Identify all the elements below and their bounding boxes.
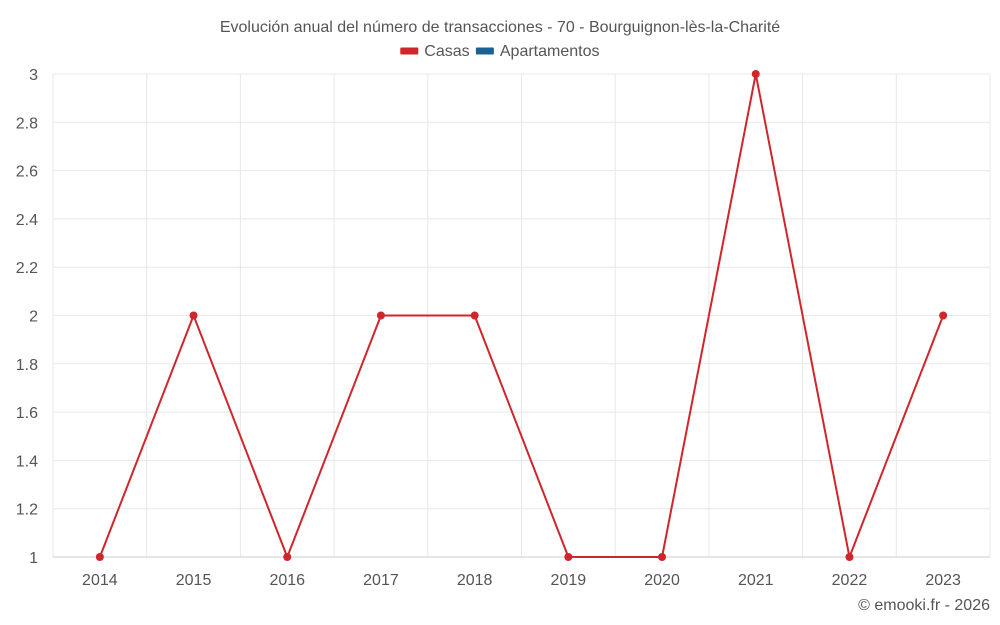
x-tick-label: 2020 — [644, 572, 680, 589]
credit-text: © emooki.fr - 2026 — [858, 597, 990, 614]
y-tick-label: 2.4 — [16, 212, 38, 229]
y-tick-label: 2 — [29, 309, 38, 326]
y-tick-label: 2.2 — [16, 260, 38, 277]
y-tick-label: 2.6 — [16, 164, 38, 181]
y-tick-label: 2.8 — [16, 115, 38, 132]
legend: Casas Apartamentos — [400, 43, 599, 60]
axes: 1 1.2 1.4 1.6 1.8 2 2.2 2.4 2.6 2.8 3 2014 2015 2016 2… — [16, 67, 990, 589]
data-point[interactable] — [751, 70, 760, 78]
y-tick-label: 1 — [29, 550, 38, 567]
data-point[interactable] — [939, 311, 948, 320]
x-tick-label: 2014 — [82, 572, 118, 589]
y-tick-label: 1.2 — [16, 502, 38, 519]
y-tick-label: 1.8 — [16, 357, 38, 374]
x-tick-label: 2015 — [176, 572, 212, 589]
data-point[interactable] — [845, 553, 854, 561]
legend-swatch — [400, 47, 419, 55]
data-point[interactable] — [189, 311, 198, 320]
data-point[interactable] — [470, 311, 479, 320]
chart-title: Evolución anual del número de transaccio… — [220, 19, 780, 36]
x-tick-label: 2021 — [738, 572, 774, 589]
x-tick-label: 2017 — [363, 572, 399, 589]
x-tick-label: 2016 — [269, 572, 305, 589]
data-point[interactable] — [283, 553, 292, 561]
series-layer — [95, 70, 948, 561]
x-tick-label: 2022 — [832, 572, 868, 589]
y-tick-label: 1.6 — [16, 405, 38, 422]
legend-label: Casas — [424, 43, 469, 60]
y-tick-label: 3 — [29, 67, 38, 84]
legend-label: Apartamentos — [500, 43, 600, 60]
x-tick-label: 2023 — [925, 572, 961, 589]
x-tick-label: 2019 — [551, 572, 587, 589]
y-tick-label: 1.4 — [16, 453, 38, 470]
legend-item-casas[interactable]: Casas — [400, 43, 470, 60]
legend-swatch — [475, 47, 494, 55]
data-point[interactable] — [564, 553, 573, 561]
legend-item-apartamentos[interactable]: Apartamentos — [475, 43, 600, 60]
data-point[interactable] — [658, 553, 667, 561]
grid — [52, 73, 991, 558]
x-tick-label: 2018 — [457, 572, 493, 589]
data-point[interactable] — [95, 553, 104, 561]
series-line-casas — [98, 73, 945, 558]
data-point[interactable] — [376, 311, 385, 320]
